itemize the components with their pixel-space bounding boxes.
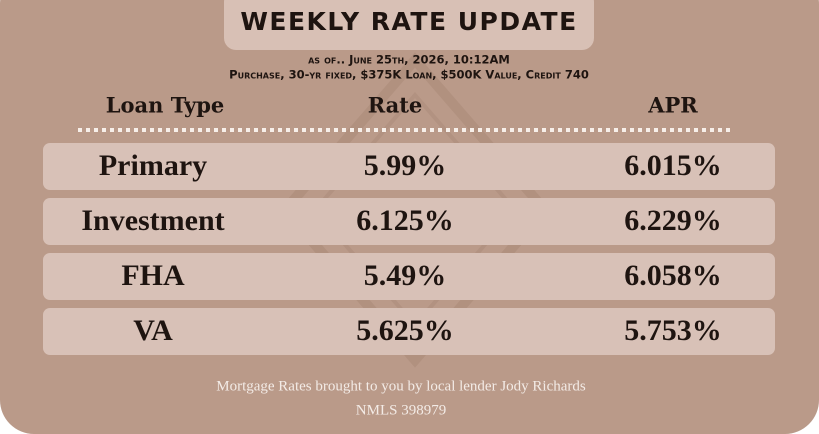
- cell: VA: [133, 314, 173, 347]
- details: Purchase, 30-yr fixed, $375K Loan, $500K…: [229, 68, 589, 82]
- column-header: APR: [647, 93, 698, 118]
- cell: 5.99%: [364, 149, 447, 182]
- cell: 6.229%: [624, 204, 722, 237]
- title-box: [224, 0, 594, 50]
- cell: 5.625%: [356, 314, 454, 347]
- cell: FHA: [121, 259, 185, 292]
- column-header: Loan Type: [106, 93, 225, 118]
- cell: Primary: [99, 149, 207, 182]
- row-background: [43, 253, 775, 300]
- row-background: [43, 198, 775, 245]
- table: Loan Type Rate APR Primary 5.99% 6.015% Invest…: [43, 93, 775, 355]
- cell: 6.125%: [356, 204, 454, 237]
- column-header: Rate: [368, 93, 423, 118]
- footer-line: Mortgage Rates brought to you by local l…: [216, 378, 586, 394]
- cell: 5.49%: [364, 259, 447, 292]
- cell: 6.015%: [624, 149, 722, 182]
- title: WEEKLY RATE UPDATE: [240, 7, 577, 36]
- row-background: [43, 308, 775, 355]
- cell: 6.058%: [624, 259, 722, 292]
- cell: Investment: [81, 204, 224, 237]
- footer-line: NMLS 398979: [356, 402, 446, 418]
- row-background: [43, 143, 775, 190]
- cell: 5.753%: [624, 314, 722, 347]
- as-of: as of.. June 25th, 2026, 10:12AM: [308, 53, 510, 67]
